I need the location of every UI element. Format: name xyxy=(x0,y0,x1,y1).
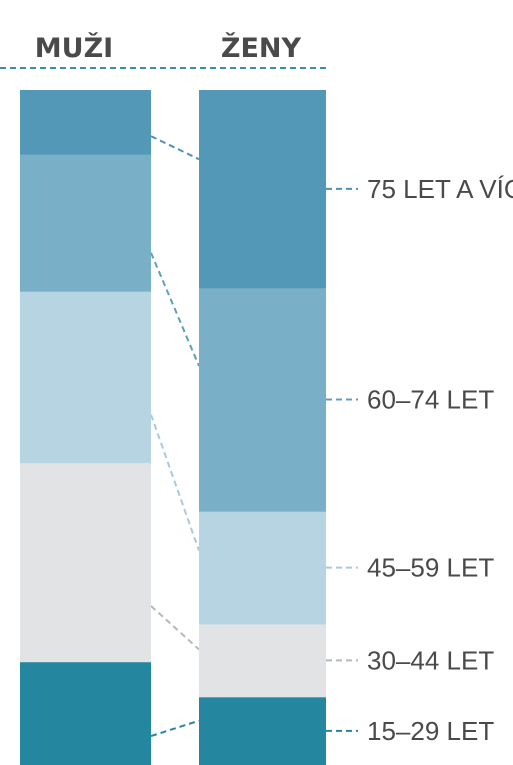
connector-45-59-let xyxy=(150,414,200,551)
connector-lines xyxy=(150,135,200,738)
legend-labels: 15–29 LET 30–44 LET 45–59 LET 60–74 LET 75 L… xyxy=(326,174,513,746)
legend-label-15-29-let: 15–29 LET xyxy=(367,716,494,746)
bar-segment-men-45-59-let xyxy=(20,291,151,464)
legend-label-75-let-a-v-ce: 75 LET A VÍCE xyxy=(367,174,513,204)
bar-segment-men-60-74-let xyxy=(20,154,151,292)
connector-15-29-let xyxy=(150,719,200,738)
bar-segment-women-60-74-let xyxy=(199,287,326,512)
legend-label-45-59-let: 45–59 LET xyxy=(367,553,494,583)
legend-label-60-74-let: 60–74 LET xyxy=(367,384,494,414)
category-label-women: ŽENY xyxy=(221,32,302,64)
category-label-men: MUŽI xyxy=(35,32,113,64)
bar-segment-men-15-29-let xyxy=(20,661,151,765)
connector-30-44-let xyxy=(150,605,200,651)
bar-segment-men-30-44-let xyxy=(20,462,151,663)
bars xyxy=(20,90,326,765)
bar-segment-women-45-59-let xyxy=(199,511,326,625)
bar-segment-women-15-29-let xyxy=(199,696,326,765)
bar-segment-women-75-let-a-v-ce xyxy=(199,90,326,289)
connector-75-let-a-v-ce xyxy=(150,135,200,161)
connector-60-74-let xyxy=(150,252,200,367)
legend-label-30-44-let: 30–44 LET xyxy=(367,645,494,675)
bar-segment-women-30-44-let xyxy=(199,623,326,698)
bar-segment-men-75-let-a-v-ce xyxy=(20,90,151,155)
